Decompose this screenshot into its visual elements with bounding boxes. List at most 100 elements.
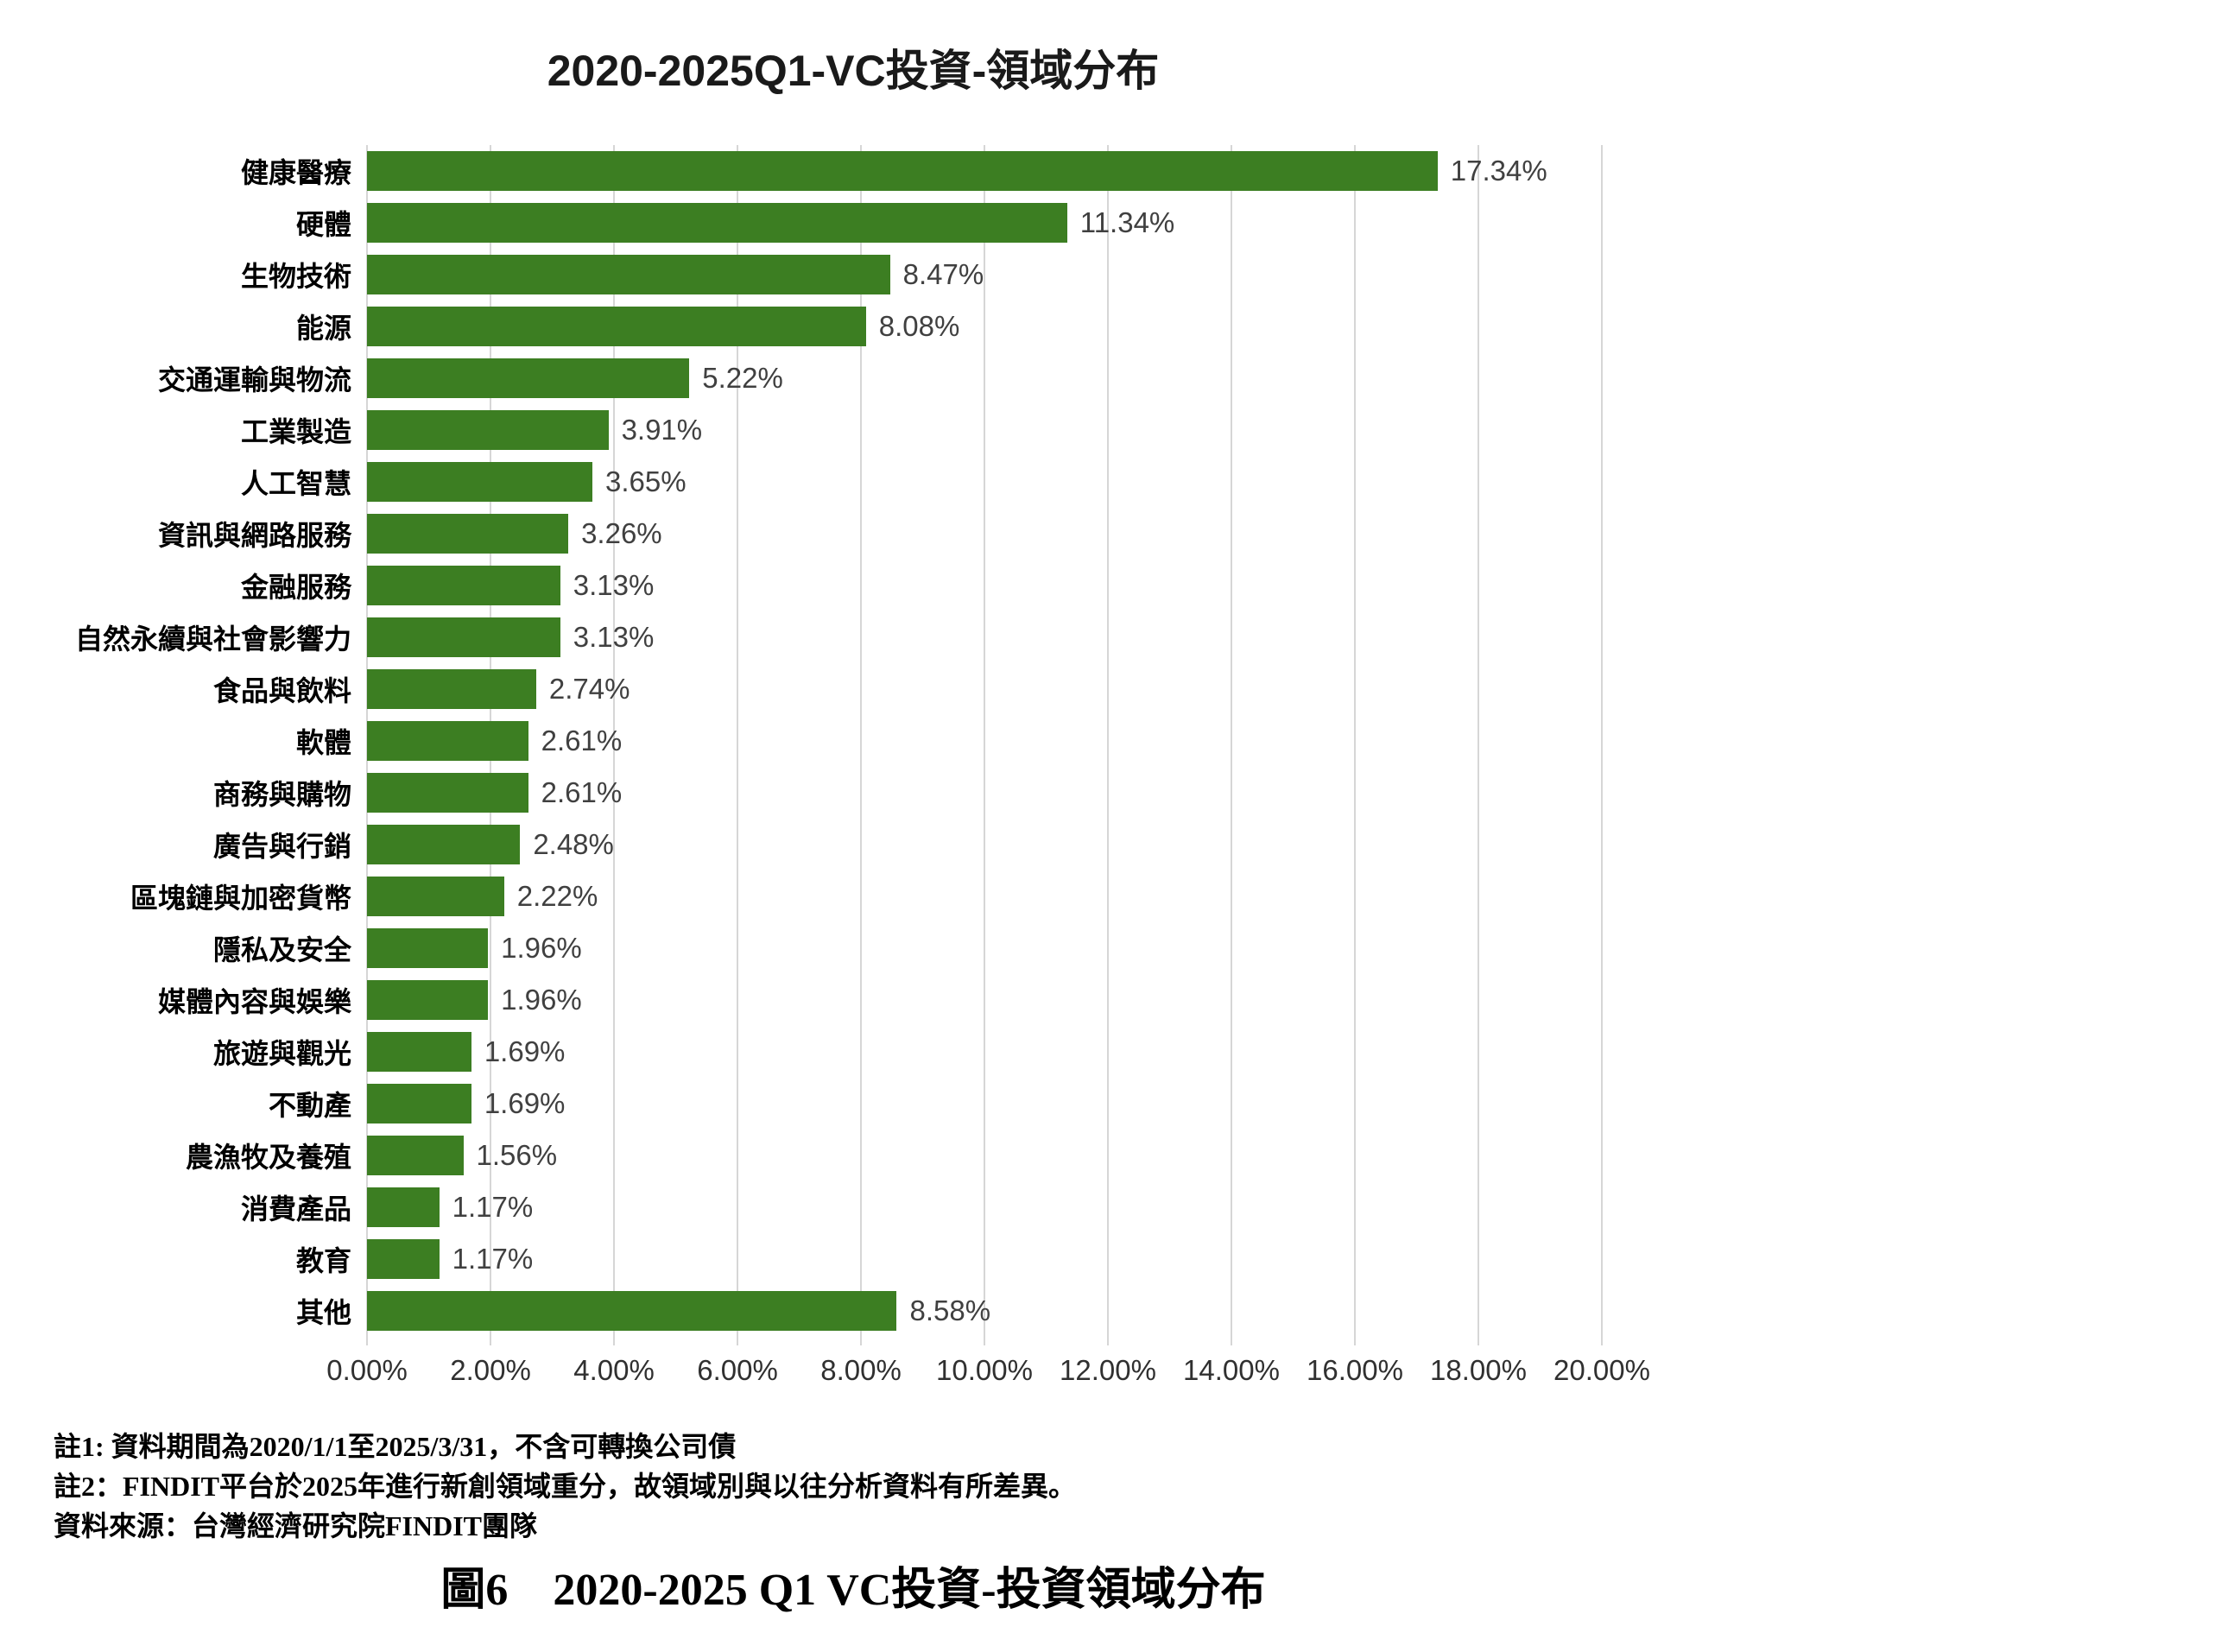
bar-row: 工業製造 3.91%: [0, 404, 2240, 456]
x-tick-label: 0.00%: [326, 1354, 408, 1386]
bar: [367, 669, 536, 709]
bar-row: 人工智慧 3.65%: [0, 456, 2240, 508]
bar: [367, 410, 609, 450]
bar: [367, 1239, 440, 1279]
bar: [367, 358, 690, 398]
category-label: 健康醫療: [240, 157, 351, 188]
footnote-1: 註1: 資料期間為2020/1/1至2025/3/31，不含可轉換公司債: [54, 1431, 737, 1462]
bar: [367, 462, 592, 502]
bar-track: 5.22%: [367, 352, 1602, 404]
value-label: 1.56%: [476, 1139, 558, 1171]
value-label: 1.17%: [452, 1191, 534, 1223]
value-label: 3.26%: [581, 517, 662, 549]
value-label: 3.13%: [573, 621, 655, 653]
bar: [367, 980, 489, 1020]
bar: [367, 255, 890, 294]
category-label: 食品與飲料: [212, 675, 351, 706]
gridline: [737, 145, 738, 1345]
bar-row: 硬體 11.34%: [0, 197, 2240, 249]
bar-row: 農漁牧及養殖 1.56%: [0, 1130, 2240, 1181]
value-label: 3.13%: [573, 569, 655, 601]
category-label: 隱私及安全: [212, 934, 351, 965]
bar-track: 2.48%: [367, 819, 1602, 870]
category-label: 生物技術: [240, 261, 351, 292]
chart-title: 2020-2025Q1-VC投資-領域分布: [547, 47, 1160, 95]
x-tick-label: 8.00%: [820, 1354, 902, 1386]
gridline: [1601, 145, 1603, 1345]
bar: [367, 928, 489, 968]
x-tick-label: 20.00%: [1553, 1354, 1650, 1386]
value-label: 3.65%: [604, 465, 687, 497]
value-label: 2.22%: [516, 880, 598, 912]
category-label: 消費產品: [240, 1193, 351, 1225]
bar-row: 金融服務 3.13%: [0, 560, 2240, 611]
value-label: 1.69%: [484, 1087, 566, 1119]
bar: [367, 1187, 440, 1227]
bar: [367, 721, 528, 761]
bar-track: 8.58%: [367, 1285, 1602, 1337]
category-label: 人工智慧: [240, 468, 351, 499]
bar: [367, 1032, 471, 1072]
x-tick-label: 10.00%: [936, 1354, 1033, 1386]
bar-row: 自然永續與社會影響力 3.13%: [0, 611, 2240, 663]
value-label: 5.22%: [702, 362, 783, 394]
value-label: 2.74%: [548, 673, 630, 705]
bar-track: 8.08%: [367, 301, 1602, 352]
bar: [367, 773, 528, 813]
bar-track: 2.61%: [367, 715, 1602, 767]
gridline: [1478, 145, 1479, 1345]
bar-row: 廣告與行銷 2.48%: [0, 819, 2240, 870]
bar-track: 2.61%: [367, 767, 1602, 819]
value-label: 11.34%: [1079, 206, 1175, 238]
bar: [367, 307, 866, 346]
bar: [367, 1291, 897, 1331]
bar-row: 生物技術 8.47%: [0, 249, 2240, 301]
bar: [367, 877, 504, 916]
bar-track: 1.69%: [367, 1078, 1602, 1130]
value-label: 17.34%: [1450, 155, 1547, 187]
bar-row: 不動產 1.69%: [0, 1078, 2240, 1130]
category-label: 商務與購物: [212, 779, 351, 810]
bar-row: 教育 1.17%: [0, 1233, 2240, 1285]
bar-track: 2.74%: [367, 663, 1602, 715]
bar-row: 旅遊與觀光 1.69%: [0, 1026, 2240, 1078]
value-label: 3.91%: [621, 414, 703, 446]
category-label: 資訊與網路服務: [157, 520, 351, 551]
category-label: 工業製造: [240, 416, 351, 447]
bar: [367, 1136, 464, 1175]
value-label: 1.17%: [452, 1243, 534, 1275]
footnote-2: 註2：FINDIT平台於2025年進行新創領域重分，故領域別與以往分析資料有所差…: [54, 1471, 1077, 1502]
category-label: 旅遊與觀光: [212, 1038, 351, 1069]
bar: [367, 151, 1438, 191]
bar: [367, 514, 569, 554]
category-label: 軟體: [295, 727, 351, 758]
value-label: 2.48%: [533, 828, 614, 860]
bar-track: 1.17%: [367, 1233, 1602, 1285]
bar-track: 3.13%: [367, 611, 1602, 663]
category-label: 教育: [295, 1245, 351, 1276]
category-label: 能源: [295, 313, 351, 344]
category-label: 區塊鏈與加密貨幣: [130, 883, 351, 914]
bar-track: 3.13%: [367, 560, 1602, 611]
bar-row: 媒體內容與娛樂 1.96%: [0, 974, 2240, 1026]
bar: [367, 566, 560, 605]
x-tick-label: 2.00%: [450, 1354, 531, 1386]
bar-rows: 健康醫療 17.34% 硬體 11.34% 生物技術 8.47% 能源 8.08% 交通運輸與物…: [0, 145, 2240, 1337]
bar: [367, 203, 1067, 243]
category-label: 農漁牧及養殖: [185, 1142, 351, 1173]
value-label: 8.47%: [902, 258, 984, 290]
category-label: 金融服務: [240, 572, 351, 603]
x-tick-label: 18.00%: [1430, 1354, 1527, 1386]
bar-track: 11.34%: [367, 197, 1602, 249]
value-label: 2.61%: [541, 725, 623, 756]
category-label: 硬體: [295, 209, 351, 240]
category-label: 其他: [295, 1297, 351, 1328]
bar: [367, 1084, 471, 1123]
category-label: 交通運輸與物流: [157, 364, 351, 396]
category-label: 廣告與行銷: [212, 831, 351, 862]
gridline: [984, 145, 985, 1345]
bar-track: 3.91%: [367, 404, 1602, 456]
bar-row: 區塊鏈與加密貨幣 2.22%: [0, 870, 2240, 922]
x-tick-label: 14.00%: [1183, 1354, 1280, 1386]
bar-track: 1.69%: [367, 1026, 1602, 1078]
